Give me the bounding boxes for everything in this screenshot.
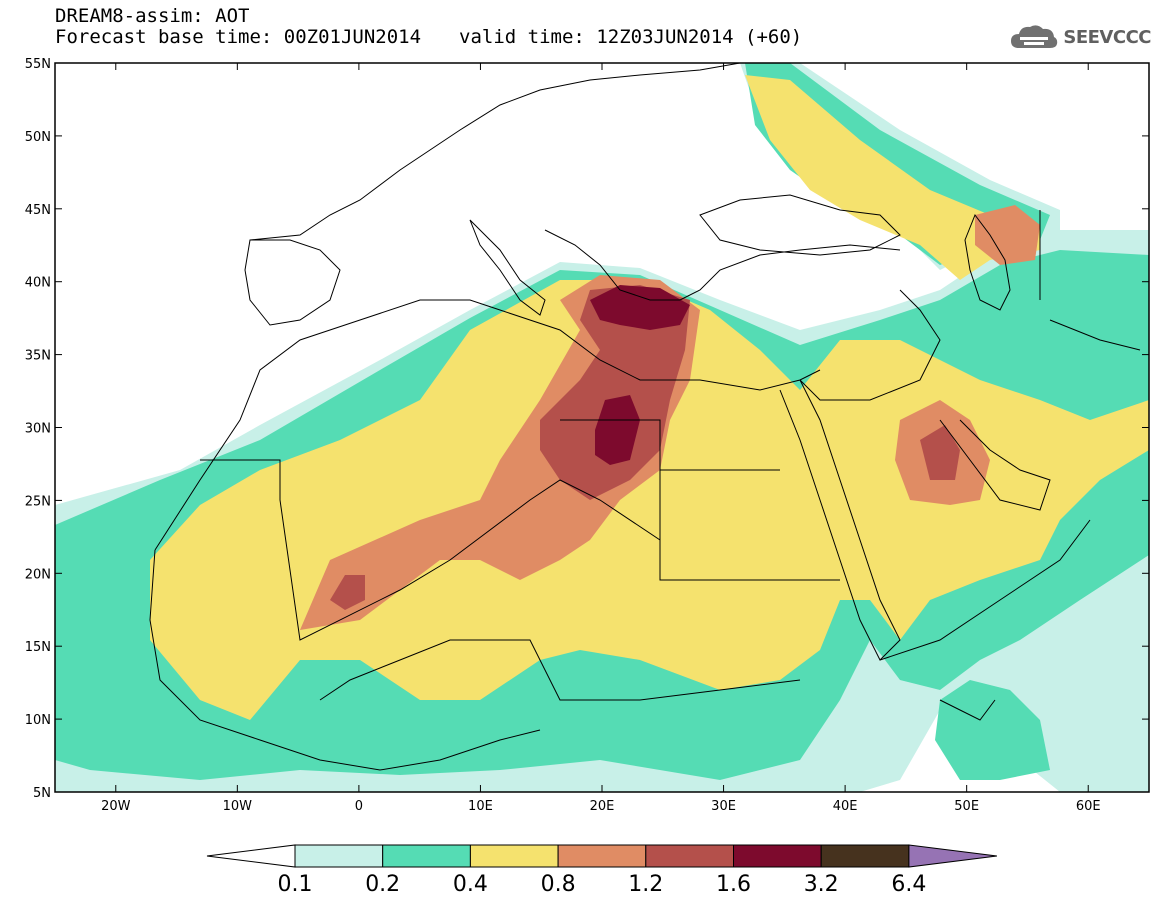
west-africa-coast [149,549,541,771]
lon-label: 30E [711,799,736,814]
lon-label: 0 [355,799,363,814]
lon-label: 50E [954,799,979,814]
lon-label: 20W [101,799,131,814]
lat-label: 25N [25,494,51,509]
black-sea [699,194,901,256]
longitude-axis: 20W 10W 0 10E 20E 30E 40E 50E 60E [101,63,1101,814]
lat-label: 20N [25,567,51,582]
time-info: Forecast base time: 00Z01JUN2014 valid ti… [55,27,802,47]
aot-band-1.2-gulf [920,425,960,480]
lat-label: 15N [25,640,51,655]
italy [469,219,546,316]
aot-band-0.4 [150,280,1149,720]
colorbar-label: 1.2 [628,872,663,897]
colorbar-label: 0.2 [365,872,400,897]
persian-gulf [939,419,1051,511]
aot-band-0.2-horn [935,680,1050,780]
colorbar-box [557,844,647,868]
lon-label: 10E [468,799,493,814]
colorbar-box [733,844,822,868]
borders-libya-egypt [560,419,780,540]
colorbar-box [645,844,734,868]
lat-label: 40N [25,276,51,291]
colorbar-labels: 0.1 0.2 0.4 0.8 1.2 1.6 3.2 6.4 [278,872,927,897]
greece-balkans [544,229,901,301]
lon-label: 40E [833,799,858,814]
aot-band-1.2 [540,285,690,500]
north-africa-coast [154,299,821,551]
somalia-coast [939,699,996,721]
lon-label: 20E [590,799,615,814]
lat-label: 30N [25,422,51,437]
valid-time: valid time: 12Z03JUN2014 (+60) [459,26,803,48]
seevccc-logo: SEEVCCC [1009,20,1151,54]
colorbar-boxes [206,844,997,868]
colorbar-box [294,844,384,868]
borders-middle-east [799,210,1141,401]
map-title: DREAM8-assim: AOT [55,5,250,27]
aot-band-1.2-sahara [330,575,365,610]
lon-label: 10W [223,799,253,814]
lat-label: 10N [25,713,51,728]
logo-text: SEEVCCC [1063,26,1151,48]
coastlines-borders [149,63,1141,771]
lat-label: 35N [25,349,51,364]
borders-sahara [200,459,840,641]
lon-label: 60E [1076,799,1101,814]
colorbar-under-triangle [206,844,296,868]
caspian-sea [964,213,1011,311]
aot-band-1.6-libya [595,395,640,465]
colorbar-label: 6.4 [891,872,926,897]
lat-label: 50N [25,130,51,145]
cloud-icon [1011,25,1058,48]
forecast-base-time: Forecast base time: 00Z01JUN2014 [55,26,422,48]
colorbar-label: 1.6 [716,872,751,897]
red-sea [779,379,901,661]
iberia [244,239,341,326]
aot-band-0.4-ne [745,75,1040,280]
latitude-axis: 55N 50N 45N 40N 35N 30N 25N 20N 15N 10N 5N [25,57,1149,801]
colorbar-label: 0.4 [453,872,488,897]
colorbar-label: 3.2 [804,872,839,897]
colorbar-box [382,844,471,868]
borders-central [319,639,801,701]
aot-band-1.6 [590,285,690,330]
lat-label: 45N [25,203,51,218]
colorbar-label: 0.1 [278,872,313,897]
lat-label: 5N [33,786,51,801]
aot-band-0.8-caspian [975,205,1040,265]
europe-coast [249,63,741,241]
colorbar-label: 0.8 [541,872,576,897]
arabia-coast [879,519,1091,661]
colorbar-box [469,844,559,868]
lat-label: 55N [25,57,51,72]
colorbar-box [820,844,910,868]
colorbar-over-triangle [908,844,997,868]
